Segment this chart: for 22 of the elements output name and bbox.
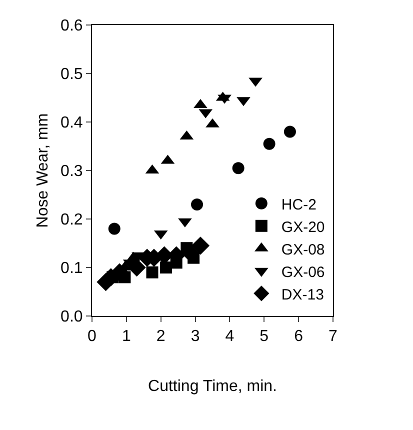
y-axis-title: Nose Wear, mm <box>34 113 52 228</box>
y-tick-label: 0.2 <box>60 212 83 229</box>
x-tick-label: 5 <box>260 328 269 346</box>
y-tick-label: 0.6 <box>60 18 83 35</box>
y-tick-label: 0.5 <box>60 66 83 84</box>
x-tick-label: 3 <box>190 328 200 346</box>
y-tick-label: 0.1 <box>60 260 83 278</box>
x-tick-label: 6 <box>294 328 304 346</box>
x-axis-title: Cutting Time, min. <box>148 378 277 395</box>
x-tick-label: 1 <box>122 328 131 346</box>
x-tick-label: 4 <box>225 328 234 346</box>
legend-label: HC-2 <box>281 196 316 214</box>
x-tick-label: 7 <box>328 328 338 346</box>
y-tick-label: 0.0 <box>60 308 83 326</box>
legend-label: GX-06 <box>281 264 325 281</box>
legend-label: DX-13 <box>281 286 324 304</box>
x-tick-label: 2 <box>156 328 166 346</box>
legend-label: GX-20 <box>281 218 325 236</box>
x-tick-label: 0 <box>88 328 97 346</box>
legend-label: GX-08 <box>281 241 325 258</box>
y-tick-label: 0.4 <box>60 114 83 132</box>
y-tick-label: 0.3 <box>60 163 83 180</box>
